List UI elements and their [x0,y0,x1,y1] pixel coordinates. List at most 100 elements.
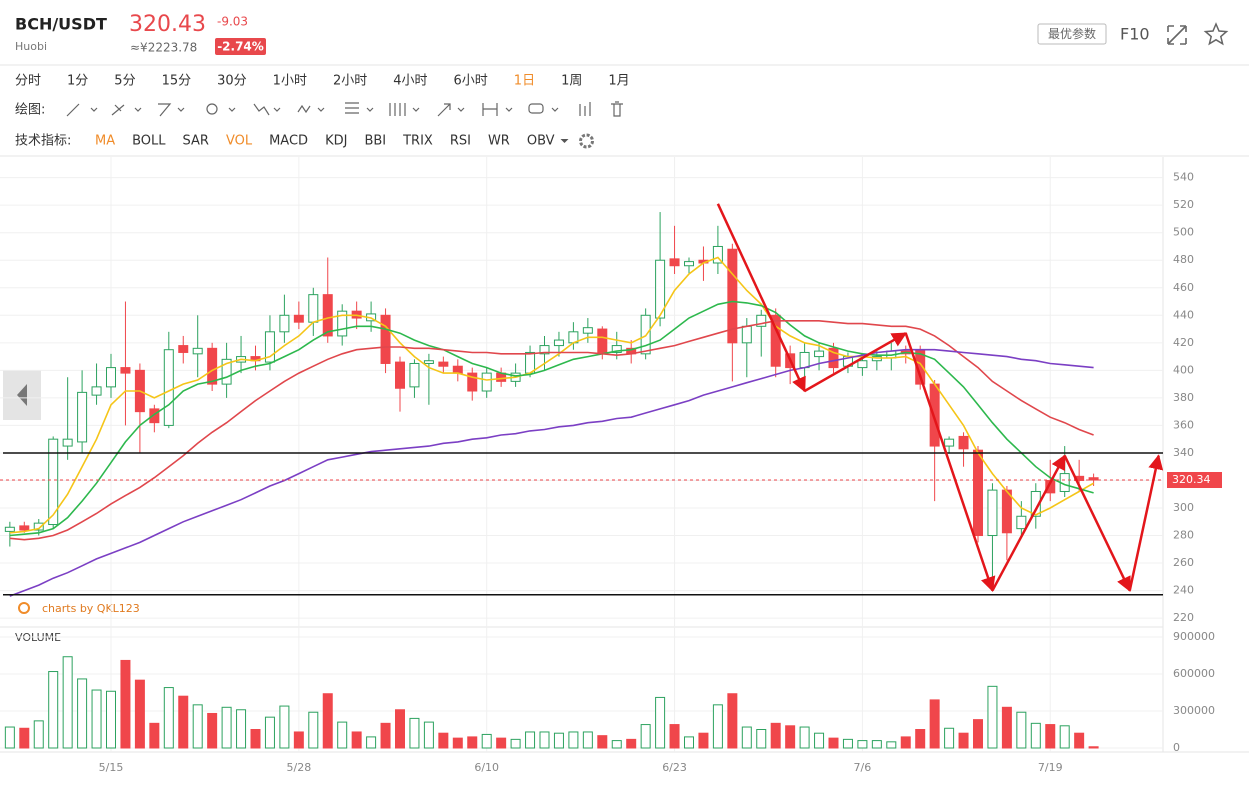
volume-bar [684,736,694,749]
candle-body [1016,515,1027,530]
last-price-badge [1167,472,1222,489]
candle-body [207,347,218,385]
volume-bar [553,732,564,749]
candle-body [48,438,59,526]
indicator[interactable]: BOLL [132,134,166,149]
volume-bar [163,687,174,749]
indicator[interactable]: RSI [450,134,471,149]
volume-bar [264,716,275,749]
volume-bar [655,696,666,749]
y-tick-label: 520 [1173,198,1194,211]
x-tick-label: 5/15 [99,761,124,774]
indicator[interactable]: VOL [226,134,253,149]
volume-bar [452,737,463,749]
x-tick-label: 6/23 [662,761,687,774]
volume-bar [236,709,247,749]
candle-body [380,314,391,364]
y-tick-label: 280 [1173,529,1194,542]
volume-bar [785,725,796,749]
timeframe[interactable]: 6小时 [454,74,488,89]
indicator[interactable]: MACD [269,134,308,149]
timeframe[interactable]: 1分 [67,74,88,89]
indicator[interactable]: OBV [527,134,555,149]
params-button-label[interactable]: 最优参数 [1048,26,1096,41]
timeframe[interactable]: 15分 [162,74,192,89]
candle-body [467,372,478,392]
candle-body [727,248,738,344]
volume-bar [33,720,44,749]
timeframe[interactable]: 4小时 [393,74,427,89]
volume-bar [929,699,940,749]
volume-bar [871,740,882,749]
annotation-arrow [904,332,996,593]
candle-body [655,259,666,319]
volume-bar [698,732,709,749]
volume-bar [973,719,983,749]
volume-bar [1088,746,1099,749]
volume-bar [149,722,160,749]
indicator[interactable]: BBI [364,134,386,149]
favorite-icon[interactable] [1203,22,1229,46]
indicator[interactable]: TRIX [402,134,433,149]
volume-bar [293,731,304,749]
scroll-left-icon[interactable] [17,384,27,406]
candle-body [857,360,868,369]
candle-body [337,310,348,337]
volume-bar [77,678,88,749]
volume-bar [178,695,189,749]
logo [18,602,30,614]
settings-icon[interactable] [579,133,594,149]
candle-body [33,522,44,531]
annotation-arrow [716,203,806,393]
volume-bar [496,737,507,749]
volume-bar [857,740,868,749]
volume-bar [423,721,434,749]
fullscreen-icon[interactable] [1167,25,1187,45]
timeframe[interactable]: 5分 [114,74,135,89]
timeframe[interactable]: 1月 [608,74,629,89]
timeframe[interactable]: 1周 [561,74,582,89]
y-tick-label: 420 [1173,336,1194,349]
volume-bar [944,727,955,749]
y-tick-label: 380 [1173,391,1194,404]
volume-bar [900,736,911,749]
y-tick-label: 300000 [1173,704,1215,717]
y-tick-label: 540 [1173,171,1194,184]
timeframe[interactable]: 2小时 [333,74,367,89]
volume-bar [366,736,377,749]
indicator[interactable]: KDJ [325,134,347,149]
candle-body [973,449,983,537]
timeframe[interactable]: 1日 [514,74,535,89]
candle-body [62,438,73,447]
indicator[interactable]: WR [488,134,510,149]
volume-bar [19,727,30,749]
volume-bar [828,737,839,749]
timeframe[interactable]: 30分 [217,74,247,89]
timeframe[interactable]: 1小时 [273,74,307,89]
change-badge [215,38,266,55]
indicator-label: 技术指标: [15,134,71,149]
candle-body [684,261,694,267]
candle-body [293,314,304,323]
candle-body [4,526,15,532]
volume-bar [1059,725,1070,749]
indicator[interactable]: MA [95,134,115,149]
watermark: charts by QKL123 [42,602,140,615]
volume-bar [626,738,637,749]
f10[interactable]: F10 [1120,25,1150,44]
params-button[interactable] [1037,23,1107,45]
candle-body [438,361,449,367]
dropdown-caret[interactable] [560,139,569,143]
drawing-tools[interactable] [66,101,623,117]
y-tick-label: 240 [1173,584,1194,597]
indicator[interactable]: SAR [183,134,209,149]
candle-body [944,438,955,447]
candle-body [19,525,30,531]
timeframe[interactable]: 分时 [15,74,41,89]
volume-bar [597,735,608,749]
candle-body [958,435,969,450]
volume-bar [62,656,73,749]
volume-bar [481,733,492,749]
